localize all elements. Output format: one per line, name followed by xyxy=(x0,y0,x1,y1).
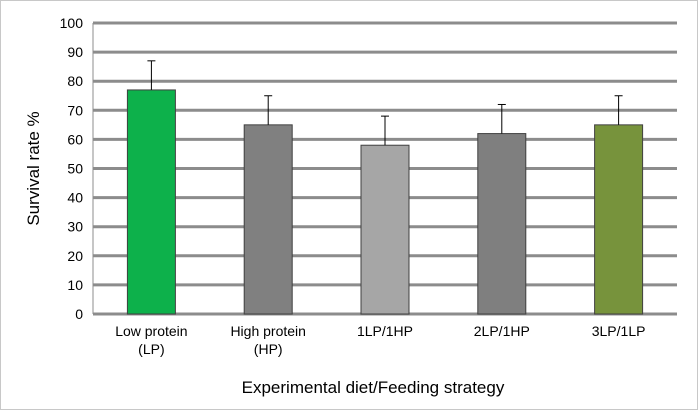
bar xyxy=(594,124,644,315)
y-tick-label: 20 xyxy=(67,248,83,264)
y-tick-label: 70 xyxy=(67,102,83,118)
bars xyxy=(126,89,644,315)
y-tick-label: 30 xyxy=(67,219,83,235)
y-tick-label: 100 xyxy=(60,15,84,31)
y-tick-label: 90 xyxy=(67,44,83,60)
x-tick-label: High protein xyxy=(230,323,306,339)
x-tick-label: 1LP/1HP xyxy=(357,323,413,339)
y-tick-label: 60 xyxy=(67,131,83,147)
bar xyxy=(126,89,176,315)
y-tick-label: 0 xyxy=(75,306,83,322)
x-tick-label: 2LP/1HP xyxy=(474,323,530,339)
x-tick-label: Low protein xyxy=(115,323,187,339)
x-tick-label: (HP) xyxy=(254,341,283,357)
x-tick-labels: Low protein (LP) High protein (HP) 1LP/1HP 2L… xyxy=(115,323,645,357)
y-tick-label: 80 xyxy=(67,73,83,89)
x-tick-label: (LP) xyxy=(138,341,164,357)
y-tick-label: 50 xyxy=(67,161,83,177)
y-axis-title: Survival rate % xyxy=(24,111,43,225)
y-tick-label: 40 xyxy=(67,190,83,206)
error-bars xyxy=(147,60,623,146)
bar xyxy=(360,144,410,315)
y-tick-labels: 0 10 20 30 40 50 60 70 80 90 100 xyxy=(60,15,84,322)
x-tick-label: 3LP/1LP xyxy=(592,323,646,339)
bar xyxy=(477,133,527,315)
y-tick-label: 10 xyxy=(67,277,83,293)
x-axis-title: Experimental diet/Feeding strategy xyxy=(242,378,505,397)
bar xyxy=(243,124,293,315)
